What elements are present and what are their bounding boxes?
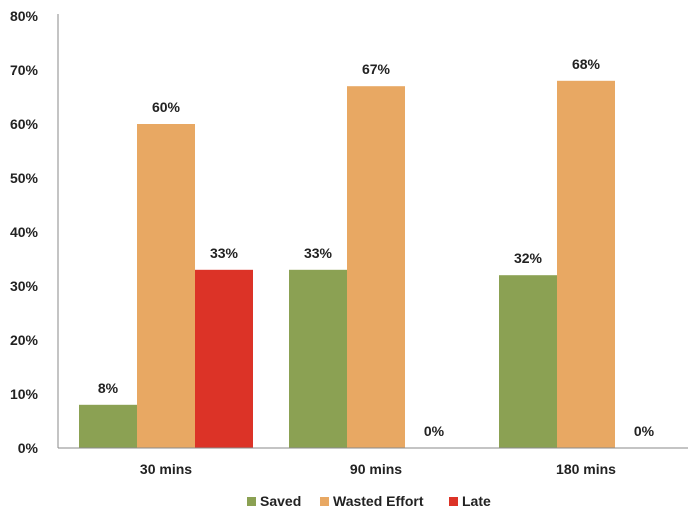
data-label: 0% — [424, 423, 445, 439]
data-label: 8% — [98, 380, 119, 396]
y-tick-label: 60% — [10, 116, 39, 132]
data-label: 68% — [572, 56, 601, 72]
legend-label: Wasted Effort — [333, 493, 424, 509]
legend-label: Late — [462, 493, 491, 509]
bar-wasted-effort — [557, 80, 615, 449]
legend-swatch — [247, 497, 256, 506]
legend: Saved Wasted Effort Late — [247, 493, 491, 509]
y-tick-label: 20% — [10, 332, 39, 348]
y-tick-label: 40% — [10, 224, 39, 240]
y-tick-label: 30% — [10, 278, 39, 294]
bar-late — [195, 269, 253, 448]
bar-saved — [79, 404, 137, 448]
data-label: 67% — [362, 61, 391, 77]
data-label: 33% — [304, 245, 333, 261]
bars — [79, 80, 615, 449]
x-tick-label: 180 mins — [556, 461, 616, 477]
legend-label: Saved — [260, 493, 301, 509]
y-tick-label: 80% — [10, 8, 39, 24]
data-label: 0% — [634, 423, 655, 439]
data-label: 60% — [152, 99, 181, 115]
bar-wasted-effort — [137, 124, 195, 448]
y-tick-label: 0% — [18, 440, 39, 456]
y-axis-tick-labels: 0% 10% 20% 30% 40% 50% 60% 70% 80% — [10, 8, 39, 456]
bar-wasted-effort — [347, 86, 405, 448]
y-tick-label: 70% — [10, 62, 39, 78]
legend-swatch — [449, 497, 458, 506]
bar-saved — [499, 275, 557, 448]
data-label: 32% — [514, 250, 543, 266]
legend-swatch — [320, 497, 329, 506]
bar-saved — [289, 269, 347, 448]
x-tick-label: 30 mins — [140, 461, 192, 477]
data-label: 33% — [210, 245, 239, 261]
x-axis-tick-labels: 30 mins 90 mins 180 mins — [140, 461, 616, 477]
y-tick-label: 10% — [10, 386, 39, 402]
x-tick-label: 90 mins — [350, 461, 402, 477]
data-labels: 8% 60% 33% 33% 67% 0% 32% 68% 0% — [98, 56, 655, 439]
y-tick-label: 50% — [10, 170, 39, 186]
